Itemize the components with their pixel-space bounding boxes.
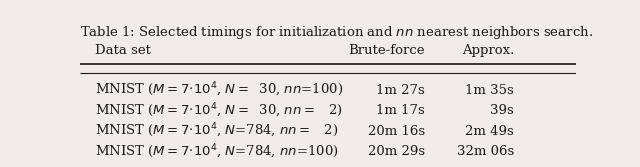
Text: 1m 35s: 1m 35s xyxy=(465,84,514,97)
Text: Data set: Data set xyxy=(95,44,151,57)
Text: 20m 16s: 20m 16s xyxy=(367,125,425,138)
Text: 39s: 39s xyxy=(490,104,514,117)
Text: MNIST ($M = 7{\cdot}10^4$, $N=\;$ 30, $nn$=100): MNIST ($M = 7{\cdot}10^4$, $N=\;$ 30, $n… xyxy=(95,81,343,99)
Text: 32m 06s: 32m 06s xyxy=(457,145,514,158)
Text: Approx.: Approx. xyxy=(461,44,514,57)
Text: 2m 49s: 2m 49s xyxy=(465,125,514,138)
Text: MNIST ($M = 7{\cdot}10^4$, $N=\;$ 30, $nn=\;\;$ 2): MNIST ($M = 7{\cdot}10^4$, $N=\;$ 30, $n… xyxy=(95,102,343,120)
Text: Brute-force: Brute-force xyxy=(348,44,425,57)
Text: MNIST ($M = 7{\cdot}10^4$, $N$=784, $nn$=100): MNIST ($M = 7{\cdot}10^4$, $N$=784, $nn$… xyxy=(95,143,339,161)
Text: 20m 29s: 20m 29s xyxy=(367,145,425,158)
Text: Table 1: Selected timings for initialization and $nn$ nearest neighbors search.: Table 1: Selected timings for initializa… xyxy=(80,24,593,41)
Text: 1m 27s: 1m 27s xyxy=(376,84,425,97)
Text: MNIST ($M = 7{\cdot}10^4$, $N$=784, $nn=\;\;$ 2): MNIST ($M = 7{\cdot}10^4$, $N$=784, $nn=… xyxy=(95,122,339,140)
Text: 1m 17s: 1m 17s xyxy=(376,104,425,117)
